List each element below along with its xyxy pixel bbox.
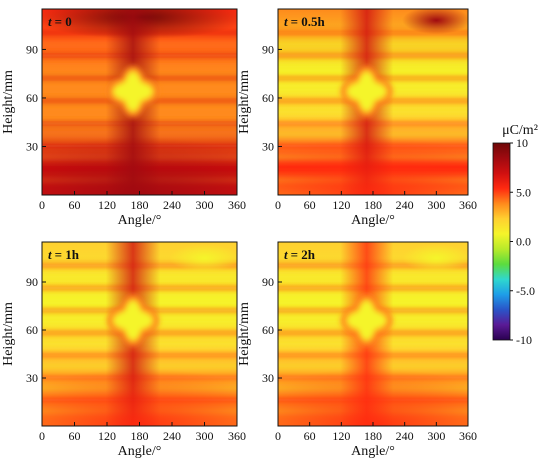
time-label: t = 0 bbox=[48, 14, 72, 29]
heatmap-panel-3: t = 1h 0 60 120 180 240 300 360 Angle/° 30 60 90 Heig… bbox=[1, 241, 246, 459]
x-tick-label: 240 bbox=[163, 198, 181, 212]
x-tick-label: 300 bbox=[427, 429, 445, 443]
x-tick-label: 120 bbox=[98, 198, 116, 212]
y-axis-label: Height/mm bbox=[237, 70, 252, 134]
y-tick-label: 30 bbox=[262, 371, 274, 385]
x-tick-label: 240 bbox=[163, 429, 181, 443]
y-tick-label: 30 bbox=[26, 371, 38, 385]
colorbar-tick-label: 5.0 bbox=[516, 185, 531, 199]
x-tick-label: 300 bbox=[196, 198, 214, 212]
center-low-region bbox=[107, 65, 159, 118]
center-low-region bbox=[340, 294, 393, 347]
x-tick-label: 0 bbox=[39, 429, 45, 443]
colorbar-unit: μC/m² bbox=[502, 123, 538, 138]
x-tick-label: 240 bbox=[396, 429, 414, 443]
y-tick-label: 60 bbox=[26, 91, 38, 105]
x-tick-label: 300 bbox=[427, 198, 445, 212]
top-max-region bbox=[402, 9, 468, 35]
top-max-region bbox=[169, 244, 237, 272]
x-axis-label: Angle/° bbox=[118, 213, 162, 228]
x-tick-label: 120 bbox=[332, 429, 350, 443]
time-value: = 2h bbox=[291, 247, 316, 262]
x-tick-label: 360 bbox=[228, 198, 246, 212]
x-tick-label: 0 bbox=[39, 198, 45, 212]
heatmap-field bbox=[42, 9, 237, 195]
y-tick-label: 90 bbox=[262, 275, 274, 289]
center-low-region bbox=[340, 65, 393, 118]
x-tick-label: 300 bbox=[196, 429, 214, 443]
y-tick-label: 90 bbox=[262, 42, 274, 56]
heatmap-field bbox=[278, 242, 468, 426]
y-tick-label: 90 bbox=[26, 275, 38, 289]
x-tick-label: 120 bbox=[98, 429, 116, 443]
colorbar-scale bbox=[492, 142, 511, 341]
y-axis-label: Height/mm bbox=[1, 302, 16, 366]
x-tick-label: 120 bbox=[332, 198, 350, 212]
heatmap-panels: t = 00 60 120 180 240 300 360Angle/°306090Heigh… bbox=[1, 8, 477, 459]
x-tick-label: 180 bbox=[364, 198, 382, 212]
center-core bbox=[124, 71, 142, 112]
y-tick-label: 90 bbox=[26, 42, 38, 56]
time-symbol: t bbox=[284, 14, 288, 29]
x-tick-label: 60 bbox=[69, 198, 81, 212]
x-tick-label: 0 bbox=[275, 198, 281, 212]
x-tick-label: 180 bbox=[364, 429, 382, 443]
x-tick-label: 240 bbox=[396, 198, 414, 212]
x-axis-label: Angle/° bbox=[351, 213, 395, 228]
x-tick-label: 180 bbox=[131, 429, 149, 443]
colorbar-tick-label: 0.0 bbox=[516, 235, 531, 249]
lower-hot-region bbox=[42, 354, 237, 426]
x-tick-label: 360 bbox=[459, 429, 477, 443]
heatmap-panel-4: t = 2h 0 60 120 180 240 300 360 Angle/° 30 60 90 Heig… bbox=[237, 241, 477, 459]
time-symbol: t bbox=[48, 14, 52, 29]
colorbar-tick-label: -10 bbox=[516, 333, 532, 347]
time-label: t = 2h bbox=[284, 247, 316, 262]
time-label: t = 1h bbox=[48, 247, 80, 262]
y-tick-label: 60 bbox=[26, 323, 38, 337]
lower-hot-region bbox=[42, 122, 237, 195]
x-tick-label: 360 bbox=[459, 198, 477, 212]
x-axis-label: Angle/° bbox=[351, 444, 395, 459]
x-tick-label: 0 bbox=[275, 429, 281, 443]
time-symbol: t bbox=[48, 247, 52, 262]
lower-hot-region bbox=[278, 122, 468, 195]
x-tick-label: 60 bbox=[304, 198, 316, 212]
time-label: t = 0.5h bbox=[284, 14, 326, 29]
x-tick-label: 360 bbox=[228, 429, 246, 443]
y-axis-label: Height/mm bbox=[237, 302, 252, 366]
lower-hot-region bbox=[278, 354, 468, 426]
y-axis-label: Height/mm bbox=[1, 70, 16, 134]
x-tick-label: 60 bbox=[304, 429, 316, 443]
y-tick-label: 60 bbox=[262, 323, 274, 337]
x-tick-label: 180 bbox=[131, 198, 149, 212]
center-core bbox=[124, 300, 142, 341]
heatmap-field bbox=[42, 242, 237, 426]
heatmap-panel-1: t = 0 0 60 120 180 240 300 360 Angle/° 30 60 90 Heigh… bbox=[1, 8, 246, 228]
center-core bbox=[357, 300, 376, 341]
top-max-region bbox=[402, 244, 468, 272]
center-low-region bbox=[107, 294, 159, 347]
x-tick-label: 60 bbox=[69, 429, 81, 443]
time-value: = 0 bbox=[55, 14, 72, 29]
colorbar-tick-label: -5.0 bbox=[516, 284, 535, 298]
heatmap-panel-2: t = 0.5h 0 60 120 180 240 300 360 Angle/° 30 60 90 He… bbox=[237, 8, 477, 228]
center-core bbox=[357, 71, 376, 112]
time-value: = 0.5h bbox=[291, 14, 326, 29]
x-axis-label: Angle/° bbox=[118, 444, 162, 459]
colorbar-tick-label: 10 bbox=[516, 136, 528, 150]
y-tick-label: 30 bbox=[26, 139, 38, 153]
time-symbol: t bbox=[284, 247, 288, 262]
y-tick-label: 30 bbox=[262, 139, 274, 153]
time-value: = 1h bbox=[55, 247, 80, 262]
heatmap-field bbox=[278, 9, 468, 195]
y-tick-label: 60 bbox=[262, 91, 274, 105]
